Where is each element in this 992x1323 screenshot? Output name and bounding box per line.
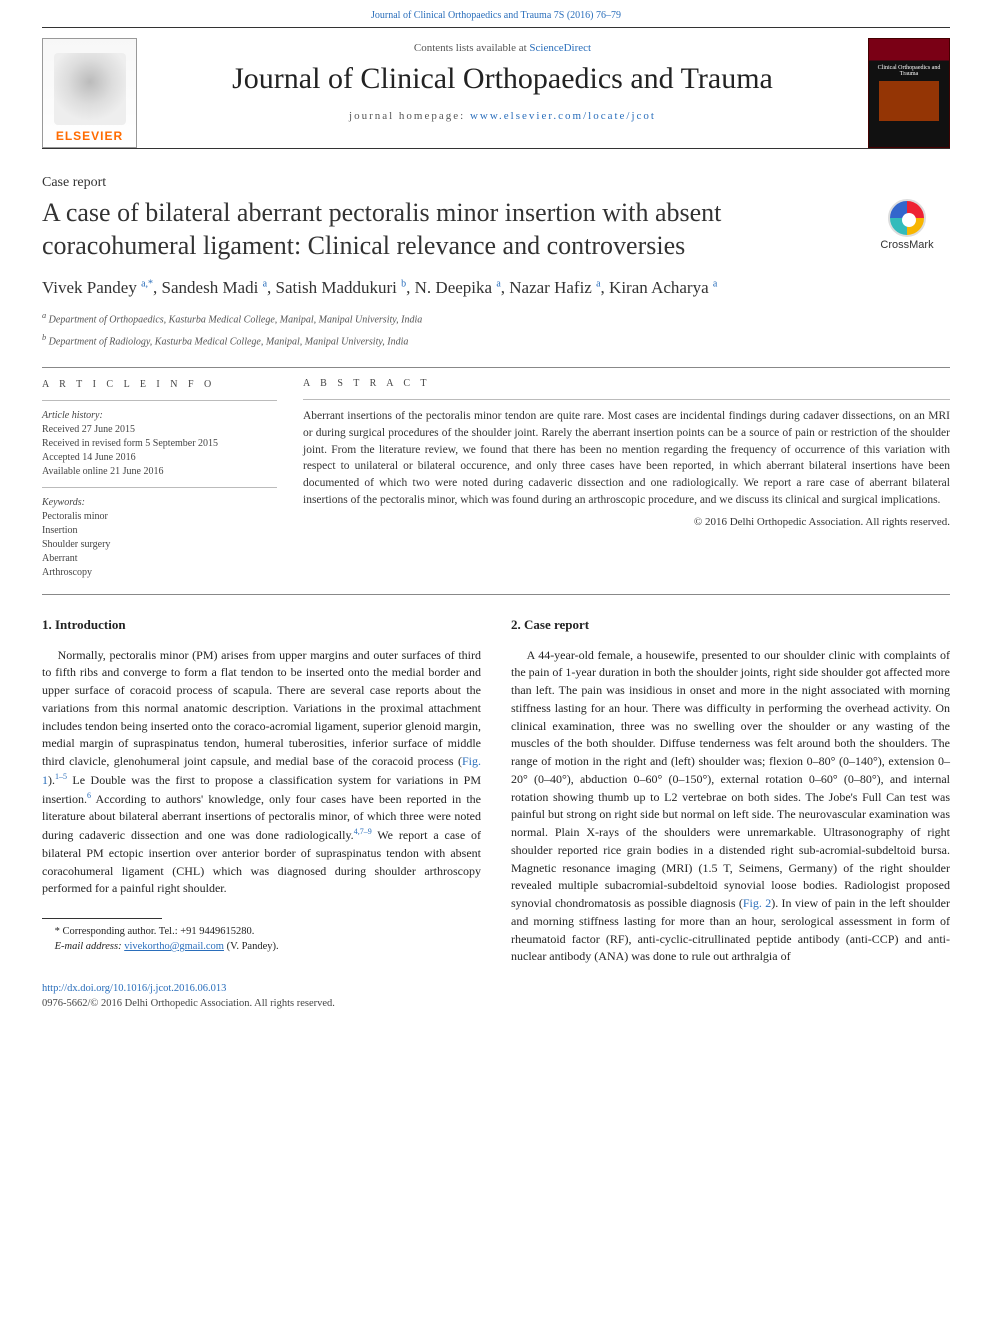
received: Received 27 June 2015 [42, 423, 277, 437]
corresponding-author: * Corresponding author. Tel.: +91 944961… [42, 925, 481, 940]
email-suffix: (V. Pandey). [224, 941, 279, 952]
info-rule-1 [42, 400, 277, 401]
doi-copyright: 0976-5662/© 2016 Delhi Orthopedic Associ… [42, 998, 335, 1009]
journal-header: ELSEVIER Contents lists available at Sci… [0, 28, 992, 148]
case-report-label: Case report [0, 149, 992, 197]
abstract-rule [303, 399, 950, 400]
intro-heading: 1. Introduction [42, 615, 481, 634]
revised: Received in revised form 5 September 201… [42, 437, 277, 451]
authors: Vivek Pandey a,*, Sandesh Madi a, Satish… [0, 262, 992, 306]
article-info: A R T I C L E I N F O Article history: R… [42, 378, 277, 580]
journal-cover-thumb: Clinical Orthopaedics and Trauma [868, 38, 950, 148]
running-header: Journal of Clinical Orthopaedics and Tra… [0, 0, 992, 27]
affiliation-a: a Department of Orthopaedics, Kasturba M… [0, 306, 992, 328]
email-link[interactable]: vivekortho@gmail.com [124, 941, 224, 952]
abstract-heading: A B S T R A C T [303, 378, 950, 389]
affil-b-text: Department of Radiology, Kasturba Medica… [49, 336, 409, 347]
crossmark-icon [888, 199, 926, 237]
sciencedirect-link[interactable]: ScienceDirect [529, 42, 591, 54]
lists-prefix: Contents lists available at [414, 42, 529, 54]
elsevier-logo: ELSEVIER [42, 38, 137, 148]
header-center: Contents lists available at ScienceDirec… [151, 38, 854, 122]
column-left: 1. Introduction Normally, pectoralis min… [42, 615, 481, 966]
citation-text: Journal of Clinical Orthopaedics and Tra… [371, 10, 621, 21]
doi-link[interactable]: http://dx.doi.org/10.1016/j.jcot.2016.06… [42, 983, 226, 994]
paper-title: A case of bilateral aberrant pectoralis … [42, 197, 848, 262]
keyword: Pectoralis minor [42, 510, 277, 524]
homepage-link[interactable]: www.elsevier.com/locate/jcot [470, 110, 656, 122]
abstract-col: A B S T R A C T Aberrant insertions of t… [303, 378, 950, 580]
homepage-prefix: journal homepage: [349, 110, 470, 122]
keyword: Arthroscopy [42, 566, 277, 580]
homepage-line: journal homepage: www.elsevier.com/locat… [151, 110, 854, 122]
email-line: E-mail address: vivekortho@gmail.com (V.… [42, 940, 481, 955]
article-info-heading: A R T I C L E I N F O [42, 378, 277, 392]
keyword: Insertion [42, 524, 277, 538]
sciencedirect-line: Contents lists available at ScienceDirec… [151, 42, 854, 54]
case-heading: 2. Case report [511, 615, 950, 634]
cover-title: Clinical Orthopaedics and Trauma [869, 65, 949, 77]
affil-a-text: Department of Orthopaedics, Kasturba Med… [49, 314, 423, 325]
info-rule-2 [42, 487, 277, 488]
crossmark[interactable]: CrossMark [864, 199, 950, 251]
copyright: © 2016 Delhi Orthopedic Association. All… [303, 516, 950, 528]
affiliation-b: b Department of Radiology, Kasturba Medi… [0, 328, 992, 350]
elsevier-brand-text: ELSEVIER [56, 129, 123, 143]
keyword: Aberrant [42, 552, 277, 566]
accepted: Accepted 14 June 2016 [42, 451, 277, 465]
case-paragraph: A 44-year-old female, a housewife, prese… [511, 647, 950, 967]
keyword: Shoulder surgery [42, 538, 277, 552]
footnote-rule [42, 918, 162, 919]
crossmark-label: CrossMark [880, 239, 933, 251]
journal-name: Journal of Clinical Orthopaedics and Tra… [151, 62, 854, 96]
elsevier-tree-icon [54, 53, 126, 125]
keywords-label: Keywords: [42, 496, 277, 510]
history-label: Article history: [42, 409, 277, 423]
abstract-text: Aberrant insertions of the pectoralis mi… [303, 408, 950, 508]
column-right: 2. Case report A 44-year-old female, a h… [511, 615, 950, 966]
title-row: A case of bilateral aberrant pectoralis … [0, 197, 992, 262]
online: Available online 21 June 2016 [42, 465, 277, 479]
intro-paragraph: Normally, pectoralis minor (PM) arises f… [42, 647, 481, 899]
email-label: E-mail address: [55, 941, 125, 952]
info-abstract-row: A R T I C L E I N F O Article history: R… [0, 368, 992, 580]
doi-block: http://dx.doi.org/10.1016/j.jcot.2016.06… [0, 966, 992, 1011]
body-columns: 1. Introduction Normally, pectoralis min… [0, 595, 992, 966]
